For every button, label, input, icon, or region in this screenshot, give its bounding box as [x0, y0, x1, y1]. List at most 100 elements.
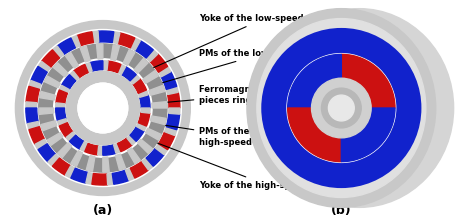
Wedge shape	[112, 32, 120, 44]
Wedge shape	[288, 54, 341, 108]
Wedge shape	[55, 108, 66, 121]
Circle shape	[328, 95, 354, 121]
Wedge shape	[123, 50, 135, 65]
Wedge shape	[85, 143, 99, 155]
Circle shape	[15, 21, 190, 195]
Wedge shape	[59, 85, 69, 93]
Wedge shape	[97, 44, 103, 59]
Wedge shape	[138, 90, 148, 97]
Ellipse shape	[265, 9, 454, 207]
Wedge shape	[53, 63, 68, 77]
Wedge shape	[53, 158, 71, 175]
Wedge shape	[71, 36, 80, 48]
Wedge shape	[166, 113, 180, 130]
Wedge shape	[77, 32, 93, 46]
Wedge shape	[137, 123, 146, 131]
Wedge shape	[118, 64, 126, 74]
Wedge shape	[111, 45, 119, 61]
Wedge shape	[146, 148, 164, 166]
Wedge shape	[112, 170, 129, 184]
Circle shape	[54, 59, 152, 157]
Wedge shape	[137, 139, 153, 153]
Wedge shape	[80, 141, 88, 152]
Wedge shape	[27, 122, 39, 130]
Circle shape	[321, 88, 361, 128]
Wedge shape	[103, 61, 108, 70]
Wedge shape	[113, 143, 121, 153]
Wedge shape	[161, 72, 177, 90]
FancyBboxPatch shape	[355, 42, 375, 60]
Wedge shape	[134, 58, 148, 73]
Wedge shape	[166, 86, 178, 95]
Wedge shape	[169, 108, 180, 114]
Wedge shape	[42, 50, 60, 68]
Circle shape	[311, 78, 371, 138]
Wedge shape	[155, 144, 168, 155]
Wedge shape	[90, 61, 103, 71]
Wedge shape	[48, 154, 60, 166]
Wedge shape	[26, 102, 37, 108]
FancyBboxPatch shape	[275, 74, 293, 95]
Wedge shape	[141, 108, 150, 113]
Wedge shape	[70, 135, 84, 149]
Wedge shape	[118, 33, 135, 48]
FancyBboxPatch shape	[307, 42, 328, 60]
Wedge shape	[53, 46, 64, 58]
Wedge shape	[146, 128, 161, 140]
Wedge shape	[70, 71, 79, 81]
Wedge shape	[103, 157, 109, 172]
Text: PMs of the
high-speed rotor: PMs of the high-speed rotor	[116, 116, 279, 147]
Wedge shape	[57, 143, 72, 158]
Circle shape	[78, 83, 128, 133]
Wedge shape	[116, 154, 126, 170]
Wedge shape	[73, 64, 88, 78]
Wedge shape	[66, 132, 76, 141]
Ellipse shape	[257, 19, 426, 197]
Ellipse shape	[247, 9, 436, 207]
Wedge shape	[150, 116, 166, 125]
Wedge shape	[45, 76, 60, 88]
Wedge shape	[149, 85, 165, 95]
Circle shape	[66, 71, 140, 145]
Text: PMs of the low-speed rotor: PMs of the low-speed rotor	[117, 49, 328, 97]
FancyBboxPatch shape	[389, 121, 407, 142]
Wedge shape	[71, 151, 82, 166]
Wedge shape	[130, 38, 140, 50]
Wedge shape	[59, 123, 73, 137]
Wedge shape	[40, 91, 55, 100]
Wedge shape	[150, 54, 168, 72]
Wedge shape	[130, 126, 144, 141]
Wedge shape	[80, 46, 90, 62]
Wedge shape	[29, 127, 45, 144]
Wedge shape	[35, 139, 47, 150]
Wedge shape	[38, 61, 50, 72]
Wedge shape	[38, 144, 56, 162]
Text: Ferromagnetic pole
pieces ring: Ferromagnetic pole pieces ring	[119, 86, 292, 108]
Text: (a): (a)	[93, 204, 113, 217]
Wedge shape	[62, 75, 76, 90]
Wedge shape	[39, 108, 54, 114]
Wedge shape	[135, 41, 153, 58]
FancyBboxPatch shape	[355, 156, 375, 174]
Wedge shape	[121, 67, 136, 81]
Wedge shape	[57, 119, 67, 126]
Ellipse shape	[274, 40, 409, 176]
Wedge shape	[288, 108, 341, 162]
Wedge shape	[143, 71, 158, 83]
Wedge shape	[133, 78, 146, 93]
Wedge shape	[26, 86, 39, 103]
Wedge shape	[55, 103, 65, 108]
Wedge shape	[142, 158, 153, 170]
Circle shape	[39, 44, 167, 172]
Wedge shape	[126, 168, 135, 180]
Wedge shape	[92, 31, 99, 43]
Wedge shape	[85, 63, 92, 73]
Wedge shape	[152, 102, 167, 108]
Wedge shape	[341, 54, 395, 108]
Wedge shape	[71, 168, 88, 183]
Wedge shape	[29, 80, 41, 90]
Wedge shape	[127, 135, 136, 145]
Wedge shape	[158, 132, 175, 150]
Wedge shape	[92, 173, 108, 185]
Text: Yoke of the low-speed rotor: Yoke of the low-speed rotor	[108, 14, 331, 88]
